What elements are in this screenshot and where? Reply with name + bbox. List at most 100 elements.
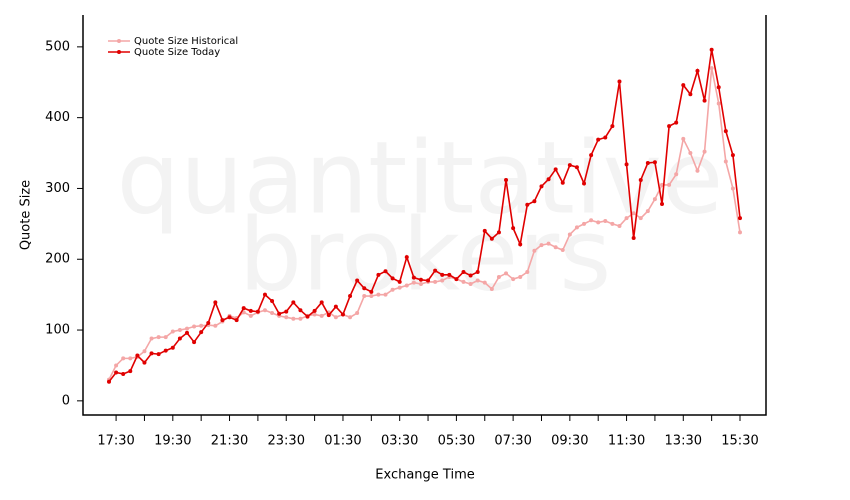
point [241,306,246,311]
point [504,271,509,276]
point [326,313,331,318]
point [518,242,523,247]
watermark: quantitative [117,119,724,236]
point [284,315,289,320]
point [560,248,565,253]
x-tick-label: 19:30 [154,434,191,449]
point [546,177,551,182]
watermark: brokers [239,196,612,313]
point [192,340,197,345]
point [206,320,211,325]
point [610,124,615,129]
point [177,336,182,341]
point [475,269,480,274]
point [624,162,629,167]
point [149,351,154,356]
point [574,225,579,230]
point [582,181,587,186]
point [716,85,721,90]
point [596,137,601,142]
legend-swatch [117,50,121,54]
y-axis-title: Quote Size [19,180,34,250]
point [511,277,516,282]
point [553,245,558,250]
point [489,286,494,291]
point [390,287,395,292]
point [617,79,622,84]
point [716,101,721,106]
point [355,311,360,316]
point [248,308,253,313]
point [234,318,239,323]
y-tick-label: 300 [45,181,70,196]
point [567,232,572,237]
x-tick-label: 11:30 [608,434,645,449]
point [582,221,587,226]
point [511,226,516,231]
point [284,309,289,314]
point [270,311,275,316]
x-tick-label: 09:30 [551,434,588,449]
point [475,278,480,283]
point [156,335,161,340]
point [610,221,615,226]
point [369,294,374,299]
point [163,348,168,353]
point [184,330,189,335]
point [738,216,742,221]
point [411,275,416,280]
point [638,177,643,182]
point [213,323,218,328]
point [468,282,473,287]
point [170,329,175,334]
point [539,184,544,189]
point [277,311,282,316]
point [291,316,296,321]
point [709,66,714,71]
y-tick-label: 200 [45,252,70,267]
point [369,289,374,294]
point [142,360,147,365]
point [362,286,367,291]
point [518,274,523,279]
point [482,228,487,233]
x-tick-label: 03:30 [381,434,418,449]
point [418,277,423,282]
point [312,312,317,317]
point [709,47,714,52]
point [312,308,317,313]
point [291,300,296,305]
point [532,199,537,204]
point [177,328,182,333]
point [504,177,509,182]
point [702,98,707,103]
point [440,272,445,277]
point [468,273,473,278]
point [525,269,530,274]
point [496,274,501,279]
point [348,294,353,299]
point [298,316,303,321]
point [404,255,409,260]
point [383,292,388,297]
point [617,223,622,228]
point [681,83,686,88]
point [319,300,324,305]
point [652,197,657,202]
point [199,330,204,335]
y-tick-label: 400 [45,110,70,125]
axis-frame [82,15,767,416]
point [702,149,707,154]
legend-swatch [117,39,121,43]
point [461,279,466,284]
point [376,292,381,297]
point [660,202,665,207]
x-tick-label: 13:30 [665,434,702,449]
point [667,182,672,187]
point [220,318,225,323]
point [305,314,310,319]
point [376,272,381,277]
point [184,326,189,331]
point [340,312,345,317]
point [248,313,253,318]
